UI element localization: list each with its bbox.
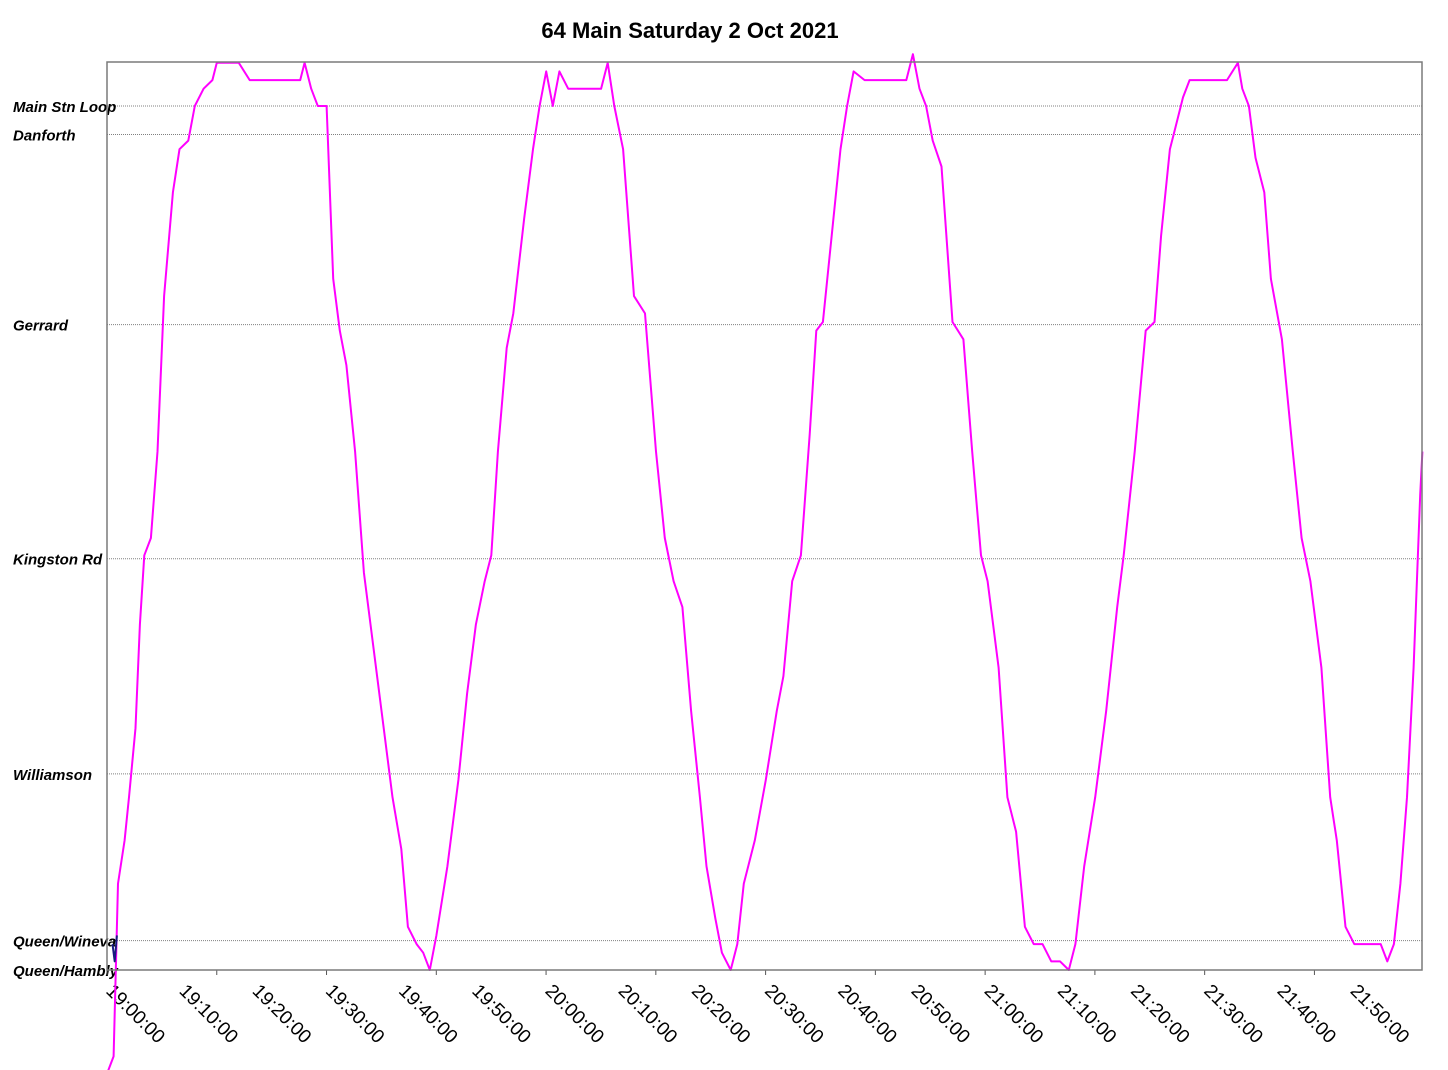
x-tick-label: 19:40:00 bbox=[394, 981, 461, 1048]
y-tick-label: Queen/Hambly bbox=[13, 963, 119, 980]
x-tick-label: 20:50:00 bbox=[907, 981, 974, 1048]
x-tick-label: 19:00:00 bbox=[101, 981, 168, 1048]
x-tick-label: 21:50:00 bbox=[1346, 981, 1413, 1048]
x-tick-label: 21:00:00 bbox=[980, 981, 1047, 1048]
chart-title: 64 Main Saturday 2 Oct 2021 bbox=[541, 18, 838, 43]
x-tick-label: 20:40:00 bbox=[833, 981, 900, 1048]
x-tick-label: 20:20:00 bbox=[687, 981, 754, 1048]
y-axis-labels: Main Stn Loop Danforth Gerrard Kingston Rd W… bbox=[13, 99, 119, 980]
series-line-1 bbox=[111, 935, 118, 963]
x-tick-label: 19:30:00 bbox=[321, 981, 388, 1048]
x-axis-labels: 19:00:00 19:10:00 19:20:00 19:30:00 19:40:00… bbox=[101, 981, 1413, 1048]
y-tick-label: Kingston Rd bbox=[13, 552, 103, 569]
x-tick-label: 19:50:00 bbox=[467, 981, 534, 1048]
y-tick-label: Williamson bbox=[13, 767, 92, 784]
x-tick-label: 21:30:00 bbox=[1199, 981, 1266, 1048]
y-tick-label: Gerrard bbox=[13, 318, 69, 335]
x-tick-label: 21:20:00 bbox=[1126, 981, 1193, 1048]
y-tick-label: Danforth bbox=[13, 128, 76, 145]
x-tick-label: 19:10:00 bbox=[175, 981, 242, 1048]
x-tick-label: 21:40:00 bbox=[1273, 981, 1340, 1048]
series bbox=[107, 53, 1424, 1070]
y-tick-label: Queen/Wineva bbox=[13, 934, 116, 951]
x-tick-label: 19:20:00 bbox=[248, 981, 315, 1048]
x-tick-label: 20:00:00 bbox=[541, 981, 608, 1048]
plot-frame bbox=[106, 61, 1423, 971]
series-line-0 bbox=[107, 53, 1424, 1070]
x-tick-label: 21:10:00 bbox=[1053, 981, 1120, 1048]
x-tick-label: 20:30:00 bbox=[760, 981, 827, 1048]
x-axis-ticks bbox=[106, 970, 1315, 975]
grid bbox=[107, 105, 1422, 971]
y-tick-label: Main Stn Loop bbox=[13, 99, 116, 116]
x-tick-label: 20:10:00 bbox=[614, 981, 681, 1048]
